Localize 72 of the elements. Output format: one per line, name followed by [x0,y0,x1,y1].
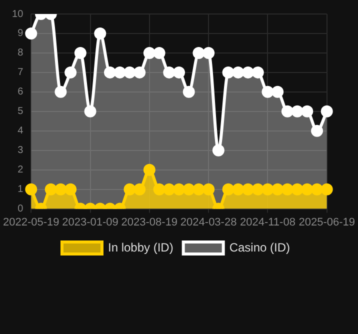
point [124,66,136,78]
point [44,183,57,196]
point [232,183,244,196]
point [64,66,77,78]
x-tick-label: 2023-01-09 [62,216,118,228]
point [163,66,176,78]
point [202,183,215,196]
point [74,46,86,59]
point [25,27,38,40]
point [272,86,284,98]
legend-label: In lobby (ID) [108,240,174,254]
point [232,66,244,78]
y-tick-label: 1 [18,184,24,196]
point [311,183,324,196]
point [222,183,234,196]
point [272,183,284,196]
point [320,105,333,118]
point [124,183,136,196]
point [291,105,304,118]
point [222,66,234,78]
point [252,66,264,78]
point [64,183,77,196]
x-tick-label: 2024-11-08 [240,216,296,228]
y-tick-label: 8 [18,48,24,59]
point [94,27,106,40]
point [54,183,67,196]
y-tick-label: 6 [18,86,24,98]
y-tick-label: 0 [18,204,24,215]
point [173,66,185,78]
y-tick-label: 5 [18,106,24,118]
point [281,105,294,118]
point [301,183,314,196]
point [114,66,126,78]
point [192,46,205,59]
y-tick-label: 3 [18,145,24,156]
point [301,105,314,118]
point [84,105,96,118]
point [134,66,146,78]
point [252,183,264,196]
y-tick-label: 10 [12,8,24,20]
point [143,46,156,59]
point [320,183,333,196]
point [153,46,166,59]
x-tick-label: 2023-08-19 [121,216,178,228]
point [242,66,254,78]
point [202,46,215,59]
point [281,183,294,196]
point [134,183,146,196]
point [242,183,254,196]
point [182,86,195,98]
point [104,66,116,78]
point [182,183,195,196]
y-tick-label: 7 [18,67,24,78]
point [262,183,274,196]
point [163,183,176,196]
point [192,183,205,196]
point [262,86,274,98]
y-tick-label: 9 [18,28,24,40]
x-tick-label: 2025-06-19 [298,216,356,228]
y-tick-label: 2 [18,164,24,176]
point [143,164,156,176]
x-tick-label: 2022-05-19 [2,216,60,228]
y-tick-label: 4 [18,126,24,137]
x-tick-label: 2024-03-28 [180,216,237,228]
point [153,183,166,196]
point [311,124,324,137]
point [54,86,67,98]
point [25,183,38,196]
point [173,183,185,196]
point [212,144,224,156]
legend-label: Casino (ID) [229,240,290,254]
point [291,183,304,196]
